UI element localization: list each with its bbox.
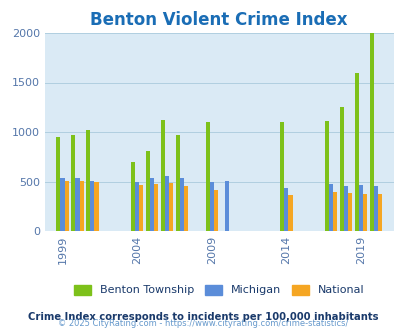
- Bar: [377, 194, 381, 231]
- Bar: [324, 121, 328, 231]
- Bar: [373, 186, 377, 231]
- Bar: [154, 184, 158, 231]
- Bar: [288, 195, 292, 231]
- Title: Benton Violent Crime Index: Benton Violent Crime Index: [90, 11, 347, 29]
- Bar: [94, 182, 98, 231]
- Bar: [354, 73, 358, 231]
- Bar: [75, 178, 79, 231]
- Bar: [79, 181, 83, 231]
- Bar: [284, 188, 288, 231]
- Bar: [56, 137, 60, 231]
- Bar: [175, 135, 179, 231]
- Bar: [183, 186, 188, 231]
- Bar: [149, 178, 154, 231]
- Bar: [205, 122, 209, 231]
- Bar: [179, 178, 183, 231]
- Bar: [160, 120, 164, 231]
- Bar: [343, 186, 347, 231]
- Bar: [362, 194, 367, 231]
- Bar: [139, 185, 143, 231]
- Bar: [224, 181, 228, 231]
- Bar: [358, 185, 362, 231]
- Bar: [328, 184, 333, 231]
- Bar: [169, 183, 173, 231]
- Bar: [369, 33, 373, 231]
- Bar: [130, 162, 135, 231]
- Bar: [164, 176, 169, 231]
- Text: Crime Index corresponds to incidents per 100,000 inhabitants: Crime Index corresponds to incidents per…: [28, 312, 377, 322]
- Bar: [135, 182, 139, 231]
- Bar: [209, 182, 213, 231]
- Bar: [279, 122, 284, 231]
- Bar: [86, 130, 90, 231]
- Bar: [333, 192, 337, 231]
- Bar: [145, 151, 149, 231]
- Text: © 2025 CityRating.com - https://www.cityrating.com/crime-statistics/: © 2025 CityRating.com - https://www.city…: [58, 319, 347, 328]
- Bar: [339, 107, 343, 231]
- Bar: [347, 193, 352, 231]
- Bar: [60, 178, 64, 231]
- Bar: [90, 181, 94, 231]
- Bar: [71, 135, 75, 231]
- Legend: Benton Township, Michigan, National: Benton Township, Michigan, National: [70, 280, 368, 300]
- Bar: [64, 181, 69, 231]
- Bar: [213, 190, 217, 231]
